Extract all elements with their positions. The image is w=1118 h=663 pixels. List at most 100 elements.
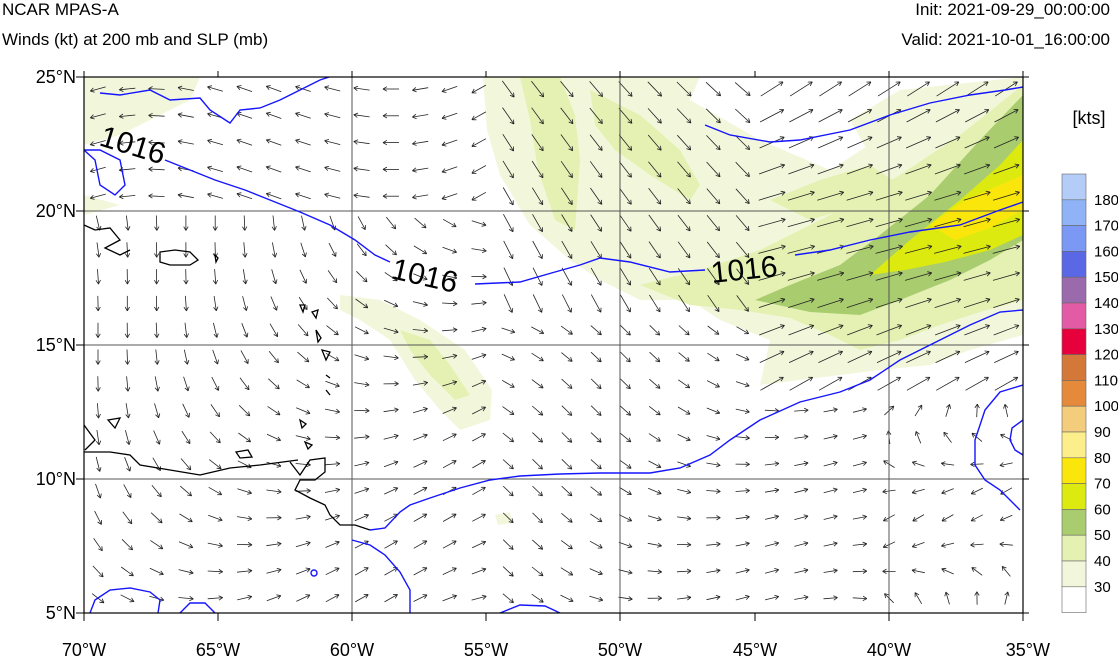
wind-arrow xyxy=(471,111,487,121)
wind-arrow xyxy=(123,484,132,498)
wind-arrow xyxy=(912,514,925,522)
wind-arrow xyxy=(239,377,250,391)
wind-arrows xyxy=(90,80,1021,605)
wind-arrow xyxy=(471,300,487,306)
wind-arrow xyxy=(297,324,309,337)
wind-arrow xyxy=(442,301,458,307)
wind-arrow xyxy=(385,244,397,256)
wind-arrow xyxy=(706,215,720,232)
wind-arrow xyxy=(502,160,514,179)
wind-arrow xyxy=(965,376,989,391)
wind-arrow xyxy=(325,380,340,388)
wind-arrow xyxy=(531,379,544,389)
colorbar-swatch xyxy=(1061,509,1087,536)
wind-arrow xyxy=(242,215,248,231)
colorbar-swatch xyxy=(1061,380,1087,407)
wind-arrow xyxy=(789,376,814,391)
wind-arrow xyxy=(735,514,750,520)
wind-arrow xyxy=(914,404,923,417)
latitude-labels: 25°N 20°N 15°N 10°N 5°N xyxy=(36,67,76,623)
wind-arrow xyxy=(965,109,990,123)
wind-arrow xyxy=(324,112,341,119)
wind-arrow xyxy=(90,113,106,120)
wind-arrow xyxy=(764,541,779,547)
wind-arrow xyxy=(735,188,750,204)
wind-arrow xyxy=(471,594,487,601)
wind-arrow xyxy=(267,406,281,416)
wind-arrow xyxy=(237,515,253,521)
wind-arrow xyxy=(963,190,991,201)
wind-arrow xyxy=(266,515,282,521)
wind-arrow xyxy=(560,160,573,178)
wind-arrow xyxy=(789,109,814,123)
wind-arrow xyxy=(178,569,194,575)
wind-arrow xyxy=(817,271,845,281)
wind-arrow xyxy=(823,487,838,494)
wind-arrow xyxy=(236,542,253,548)
wind-arrow xyxy=(852,514,867,520)
wind-arrow xyxy=(848,81,872,97)
wind-arrow xyxy=(970,487,983,495)
wind-arrow xyxy=(183,376,190,392)
contour-label-1016-east: 1016 xyxy=(709,250,779,290)
wind-arrow xyxy=(295,192,311,200)
wind-arrow xyxy=(354,354,370,361)
wind-arrow xyxy=(442,353,458,359)
wind-arrow xyxy=(970,514,983,522)
wind-arrow xyxy=(964,324,990,336)
wind-arrow xyxy=(124,295,130,312)
wind-arrow xyxy=(758,271,786,281)
wind-arrow xyxy=(1004,591,1010,605)
wind-arrow xyxy=(442,433,457,442)
wind-arrow xyxy=(150,540,164,550)
wind-arrow xyxy=(532,294,543,313)
wind-arrow xyxy=(852,407,867,413)
wind-arrow xyxy=(532,214,543,233)
wind-arrow xyxy=(560,134,574,152)
wind-arrow xyxy=(965,81,989,97)
wind-arrow xyxy=(125,215,131,231)
wind-arrow xyxy=(325,408,340,414)
colorbar-level-label: 140 xyxy=(1094,295,1118,312)
wind-arrow xyxy=(295,112,311,119)
wind-arrow xyxy=(382,166,399,172)
wind-arrow xyxy=(619,459,632,469)
wind-arrow xyxy=(93,538,103,552)
wind-arrow xyxy=(677,461,691,468)
colorbar-swatch xyxy=(1061,225,1087,252)
wind-arrow xyxy=(759,324,785,336)
wind-arrow xyxy=(589,540,603,549)
wind-arrow xyxy=(324,192,341,199)
wind-arrow xyxy=(383,327,399,334)
wind-arrow xyxy=(817,190,844,201)
wind-arrow xyxy=(242,296,248,311)
wind-arrow xyxy=(788,350,814,363)
wind-arrow xyxy=(618,161,632,178)
wind-arrow xyxy=(561,294,572,313)
wind-arrow xyxy=(532,512,543,524)
wind-arrow xyxy=(561,378,573,389)
wind-arrow xyxy=(154,269,160,285)
wind-arrow xyxy=(911,542,925,548)
wind-arrow xyxy=(355,298,369,309)
wind-arrow xyxy=(794,407,809,413)
wind-arrow xyxy=(95,269,101,285)
wind-arrow xyxy=(354,460,370,467)
wind-arrow xyxy=(95,376,101,392)
wind-arrow xyxy=(119,194,136,200)
wind-arrow xyxy=(590,187,603,205)
wind-arrow xyxy=(125,403,131,419)
wind-arrow xyxy=(706,380,720,388)
wind-arrow xyxy=(270,296,278,311)
wind-arrow xyxy=(532,240,543,259)
wind-arrow xyxy=(328,242,337,257)
wind-arrow xyxy=(994,109,1019,123)
wind-arrow xyxy=(501,379,515,388)
wind-arrow xyxy=(207,542,223,548)
wind-arrow xyxy=(823,514,838,520)
wind-arrow xyxy=(354,326,369,335)
wind-arrow xyxy=(531,326,545,334)
wind-arrow xyxy=(677,214,691,232)
wind-arrow xyxy=(442,460,457,469)
wind-arrow xyxy=(619,267,631,286)
